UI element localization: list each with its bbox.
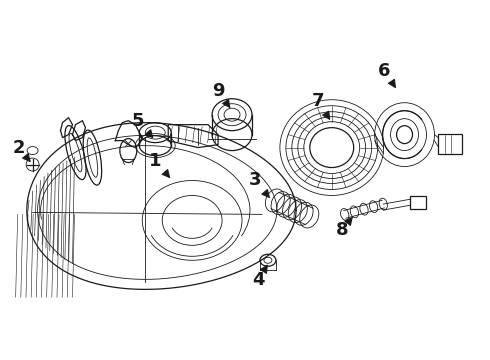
Text: 4: 4 [252,265,267,289]
Text: 9: 9 [212,82,230,107]
Text: 1: 1 [149,152,170,177]
Ellipse shape [310,128,354,167]
FancyBboxPatch shape [410,196,426,209]
Text: 3: 3 [249,171,270,197]
Text: 8: 8 [336,217,353,239]
Text: 7: 7 [312,92,330,119]
Text: 5: 5 [132,112,153,138]
Text: 6: 6 [378,62,395,87]
FancyBboxPatch shape [439,134,463,154]
Text: 2: 2 [12,139,30,161]
